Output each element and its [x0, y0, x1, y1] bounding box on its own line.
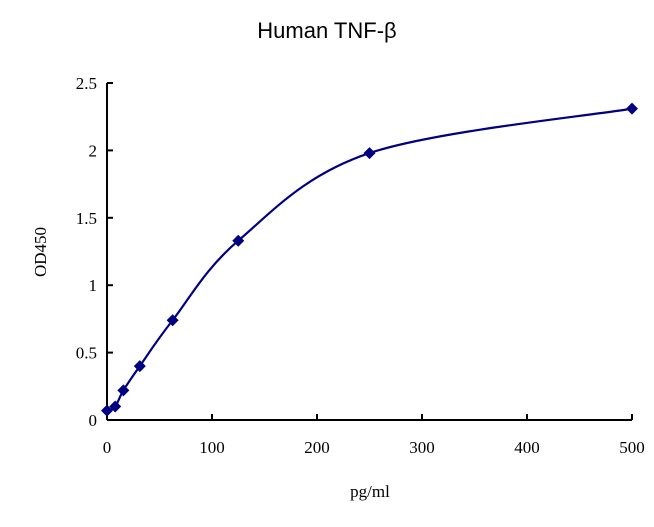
- diamond-marker-icon: [109, 400, 122, 413]
- x-tick-label: 500: [619, 438, 645, 457]
- diamond-marker-icon: [363, 147, 376, 160]
- y-tick-label: 0.5: [76, 344, 97, 363]
- diamond-marker-icon: [232, 234, 245, 247]
- y-tick-label: 2: [89, 141, 98, 160]
- x-tick-label: 200: [304, 438, 330, 457]
- y-tick-label: 1.5: [76, 209, 97, 228]
- x-tick-label: 100: [199, 438, 225, 457]
- diamond-marker-icon: [166, 314, 179, 327]
- axes: 0 0.5 1 1.5 2 2.5 0 100 200 300 400 500: [76, 74, 645, 457]
- x-tick-label: 400: [514, 438, 540, 457]
- chart-title: Human TNF-β: [257, 18, 397, 43]
- y-tick-label: 2.5: [76, 74, 97, 93]
- diamond-marker-icon: [117, 384, 130, 397]
- data-series: [101, 102, 638, 417]
- diamond-marker-icon: [133, 360, 146, 373]
- x-axis-label: pg/ml: [350, 482, 390, 501]
- y-tick-label: 1: [89, 276, 98, 295]
- diamond-marker-icon: [101, 404, 113, 417]
- y-tick-label: 0: [89, 411, 98, 430]
- standard-curve-line: [106, 107, 633, 412]
- x-tick-label: 0: [103, 438, 112, 457]
- diamond-marker-icon: [626, 102, 638, 115]
- y-axis-label: OD450: [31, 227, 50, 277]
- x-tick-label: 300: [409, 438, 435, 457]
